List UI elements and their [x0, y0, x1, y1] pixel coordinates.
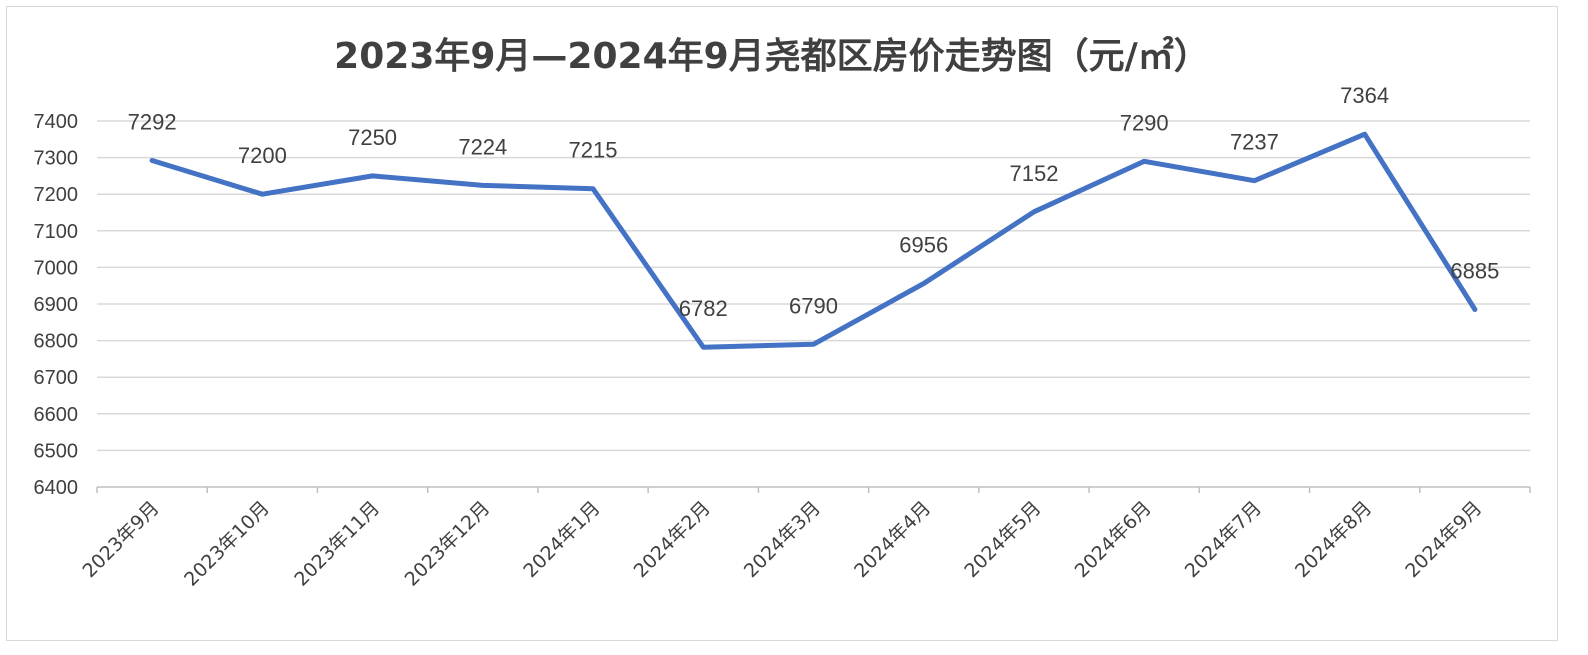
y-axis-ticks: 6400 6500 6600 6700 6800 6900 7000 7100 7200 7300… [34, 111, 79, 499]
y-tick-label: 6800 [34, 331, 79, 353]
y-tick-label: 7000 [34, 257, 79, 279]
x-tick-label: 2023年12月 [401, 497, 495, 591]
y-tick-label: 6900 [34, 294, 79, 316]
x-tick-label: 2024年3月 [740, 497, 825, 582]
y-tick-label: 7200 [34, 184, 79, 206]
x-axis [96, 486, 1531, 493]
y-tick-label: 6400 [34, 477, 79, 499]
x-tick-label: 2023年11月 [290, 497, 384, 591]
x-tick-label: 2024年5月 [960, 497, 1045, 582]
data-label: 7215 [569, 138, 618, 163]
x-tick-label: 2024年6月 [1071, 497, 1156, 582]
data-labels: 7292 7200 7250 7224 7215 6782 6790 6956 7152 7290… [128, 83, 1500, 321]
chart-frame [6, 6, 1558, 641]
data-label: 7237 [1230, 130, 1279, 155]
data-label: 6782 [679, 296, 728, 321]
chart-title: 2023年9月—2024年9月尧都区房价走势图（元/㎡） [334, 35, 1210, 77]
x-tick-label: 2024年1月 [519, 497, 604, 582]
data-label: 6885 [1450, 258, 1499, 283]
x-tick-label: 2023年9月 [78, 497, 163, 582]
data-label: 7152 [1009, 161, 1058, 186]
gridlines [97, 120, 1530, 452]
data-label: 7290 [1120, 110, 1169, 135]
data-label: 7364 [1340, 83, 1389, 108]
series-line [149, 131, 1478, 350]
data-label: 6790 [789, 293, 838, 318]
x-tick-label: 2024年8月 [1291, 497, 1376, 582]
x-tick-label: 2023年10月 [180, 497, 274, 591]
data-label: 7250 [348, 125, 397, 150]
y-tick-label: 6700 [34, 367, 79, 389]
series-line-layer [149, 131, 1478, 350]
data-label: 7224 [458, 134, 507, 159]
y-tick-label: 6600 [34, 404, 79, 426]
x-tick-label: 2024年2月 [630, 497, 715, 582]
data-label: 6956 [899, 233, 948, 258]
data-label: 7200 [238, 143, 287, 168]
x-tick-label: 2024年4月 [850, 497, 935, 582]
x-tick-label: 2024年7月 [1181, 497, 1266, 582]
y-tick-label: 6500 [34, 440, 79, 462]
y-tick-label: 7100 [34, 221, 79, 243]
data-label: 7292 [128, 110, 177, 135]
x-tick-label: 2024年9月 [1401, 497, 1486, 582]
y-tick-label: 7400 [34, 111, 79, 133]
y-tick-label: 7300 [34, 148, 79, 170]
x-axis-ticks: 2023年9月 2023年10月 2023年11月 2023年12月 2024年1月 20… [78, 497, 1486, 591]
